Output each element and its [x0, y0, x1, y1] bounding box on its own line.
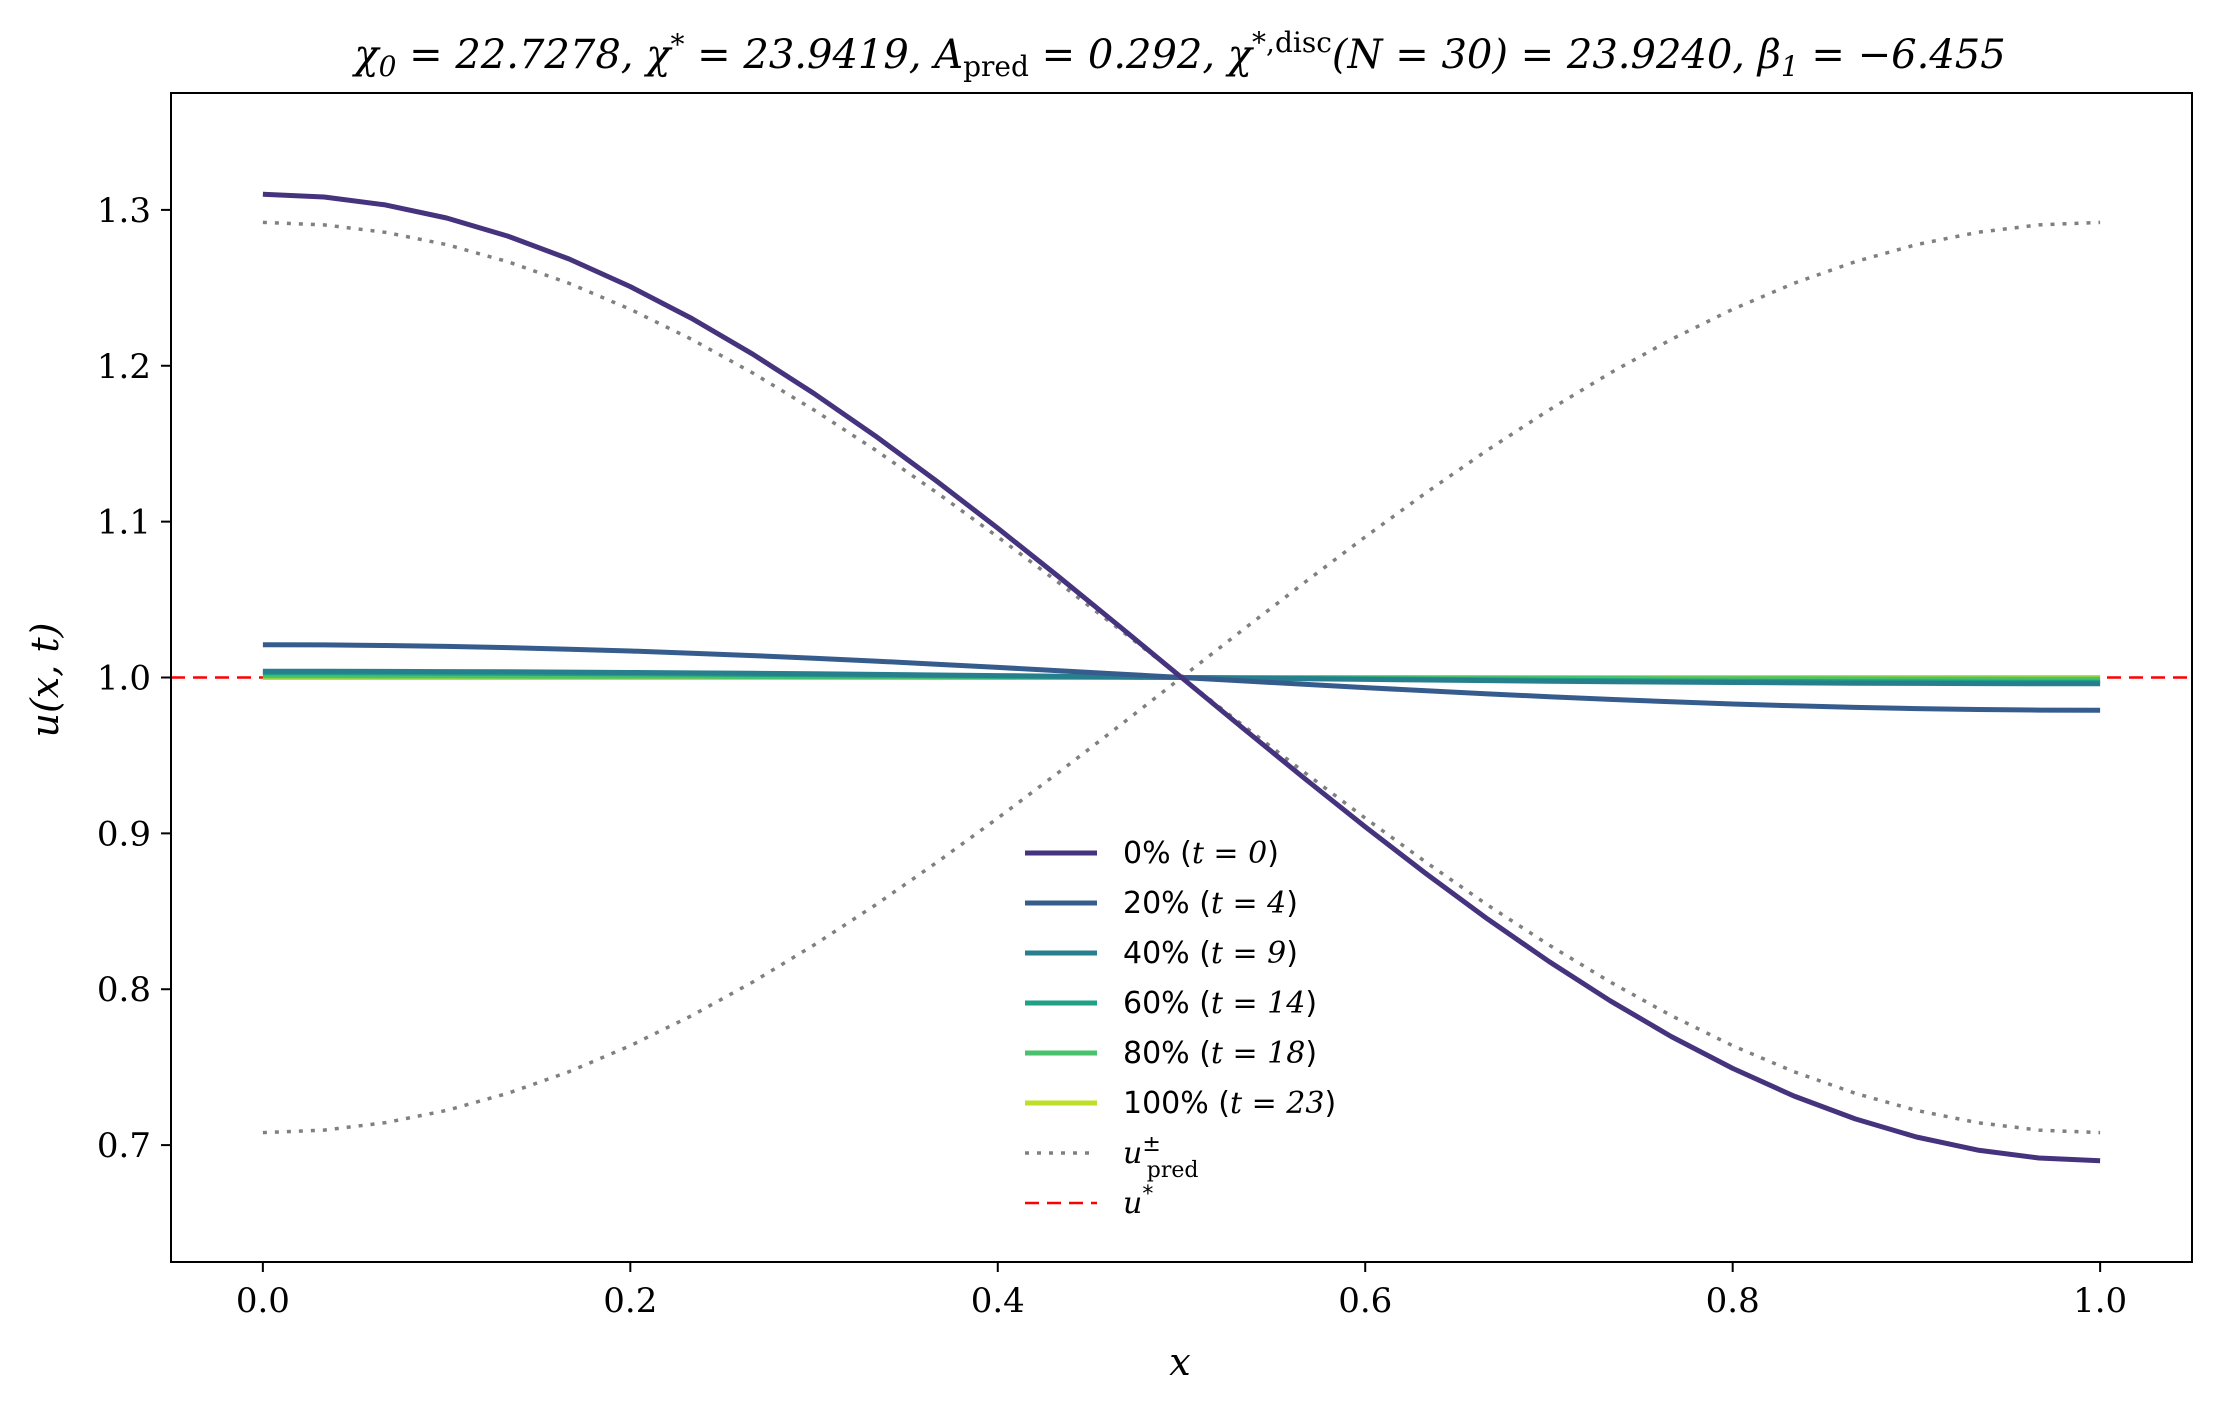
legend-label: 80% (t = 18) [1123, 1036, 1317, 1071]
x-tick-label: 1.0 [2073, 1281, 2127, 1321]
legend: 0% (t = 0) 20% (t = 4) 40% (t = 9) 60% (t =… [1025, 836, 1336, 1221]
y-tick-label: 1.1 [97, 503, 151, 543]
y-tick-label: 1.2 [97, 347, 151, 387]
legend-label: 0% (t = 0) [1123, 836, 1279, 871]
legend-label: 60% (t = 14) [1123, 986, 1317, 1021]
x-axis-label: x [1169, 1340, 1190, 1384]
y-tick-label: 1.3 [97, 191, 151, 231]
x-tick-label: 0.0 [236, 1281, 290, 1321]
legend-label: 100% (t = 23) [1123, 1086, 1336, 1121]
x-tick-label: 0.8 [1706, 1281, 1760, 1321]
chart-title: χ0 = 22.7278, χ* = 23.9419, Apred = 0.29… [351, 26, 2005, 83]
legend-label: 40% (t = 9) [1123, 936, 1298, 971]
x-tick-label: 0.4 [971, 1281, 1025, 1321]
y-tick-label: 1.0 [97, 659, 151, 699]
legend-label: 20% (t = 4) [1123, 886, 1298, 921]
legend-label: u± pred [1123, 1132, 1198, 1183]
y-axis-label: u(x, t) [23, 623, 67, 738]
x-tick-label: 0.2 [603, 1281, 657, 1321]
axes: 0.0 0.2 0.4 0.6 0.8 1.0 0.7 0.8 0.9 1.0 1.1 1.2 1.3 [97, 92, 2193, 1321]
x-tick-label: 0.6 [1338, 1281, 1392, 1321]
y-tick-label: 0.8 [97, 970, 151, 1010]
legend-label: u* [1123, 1182, 1153, 1221]
y-tick-label: 0.7 [97, 1126, 151, 1166]
plot-area [171, 191, 2192, 1164]
series-line-0 [262, 191, 2101, 1164]
y-tick-label: 0.9 [97, 814, 151, 854]
